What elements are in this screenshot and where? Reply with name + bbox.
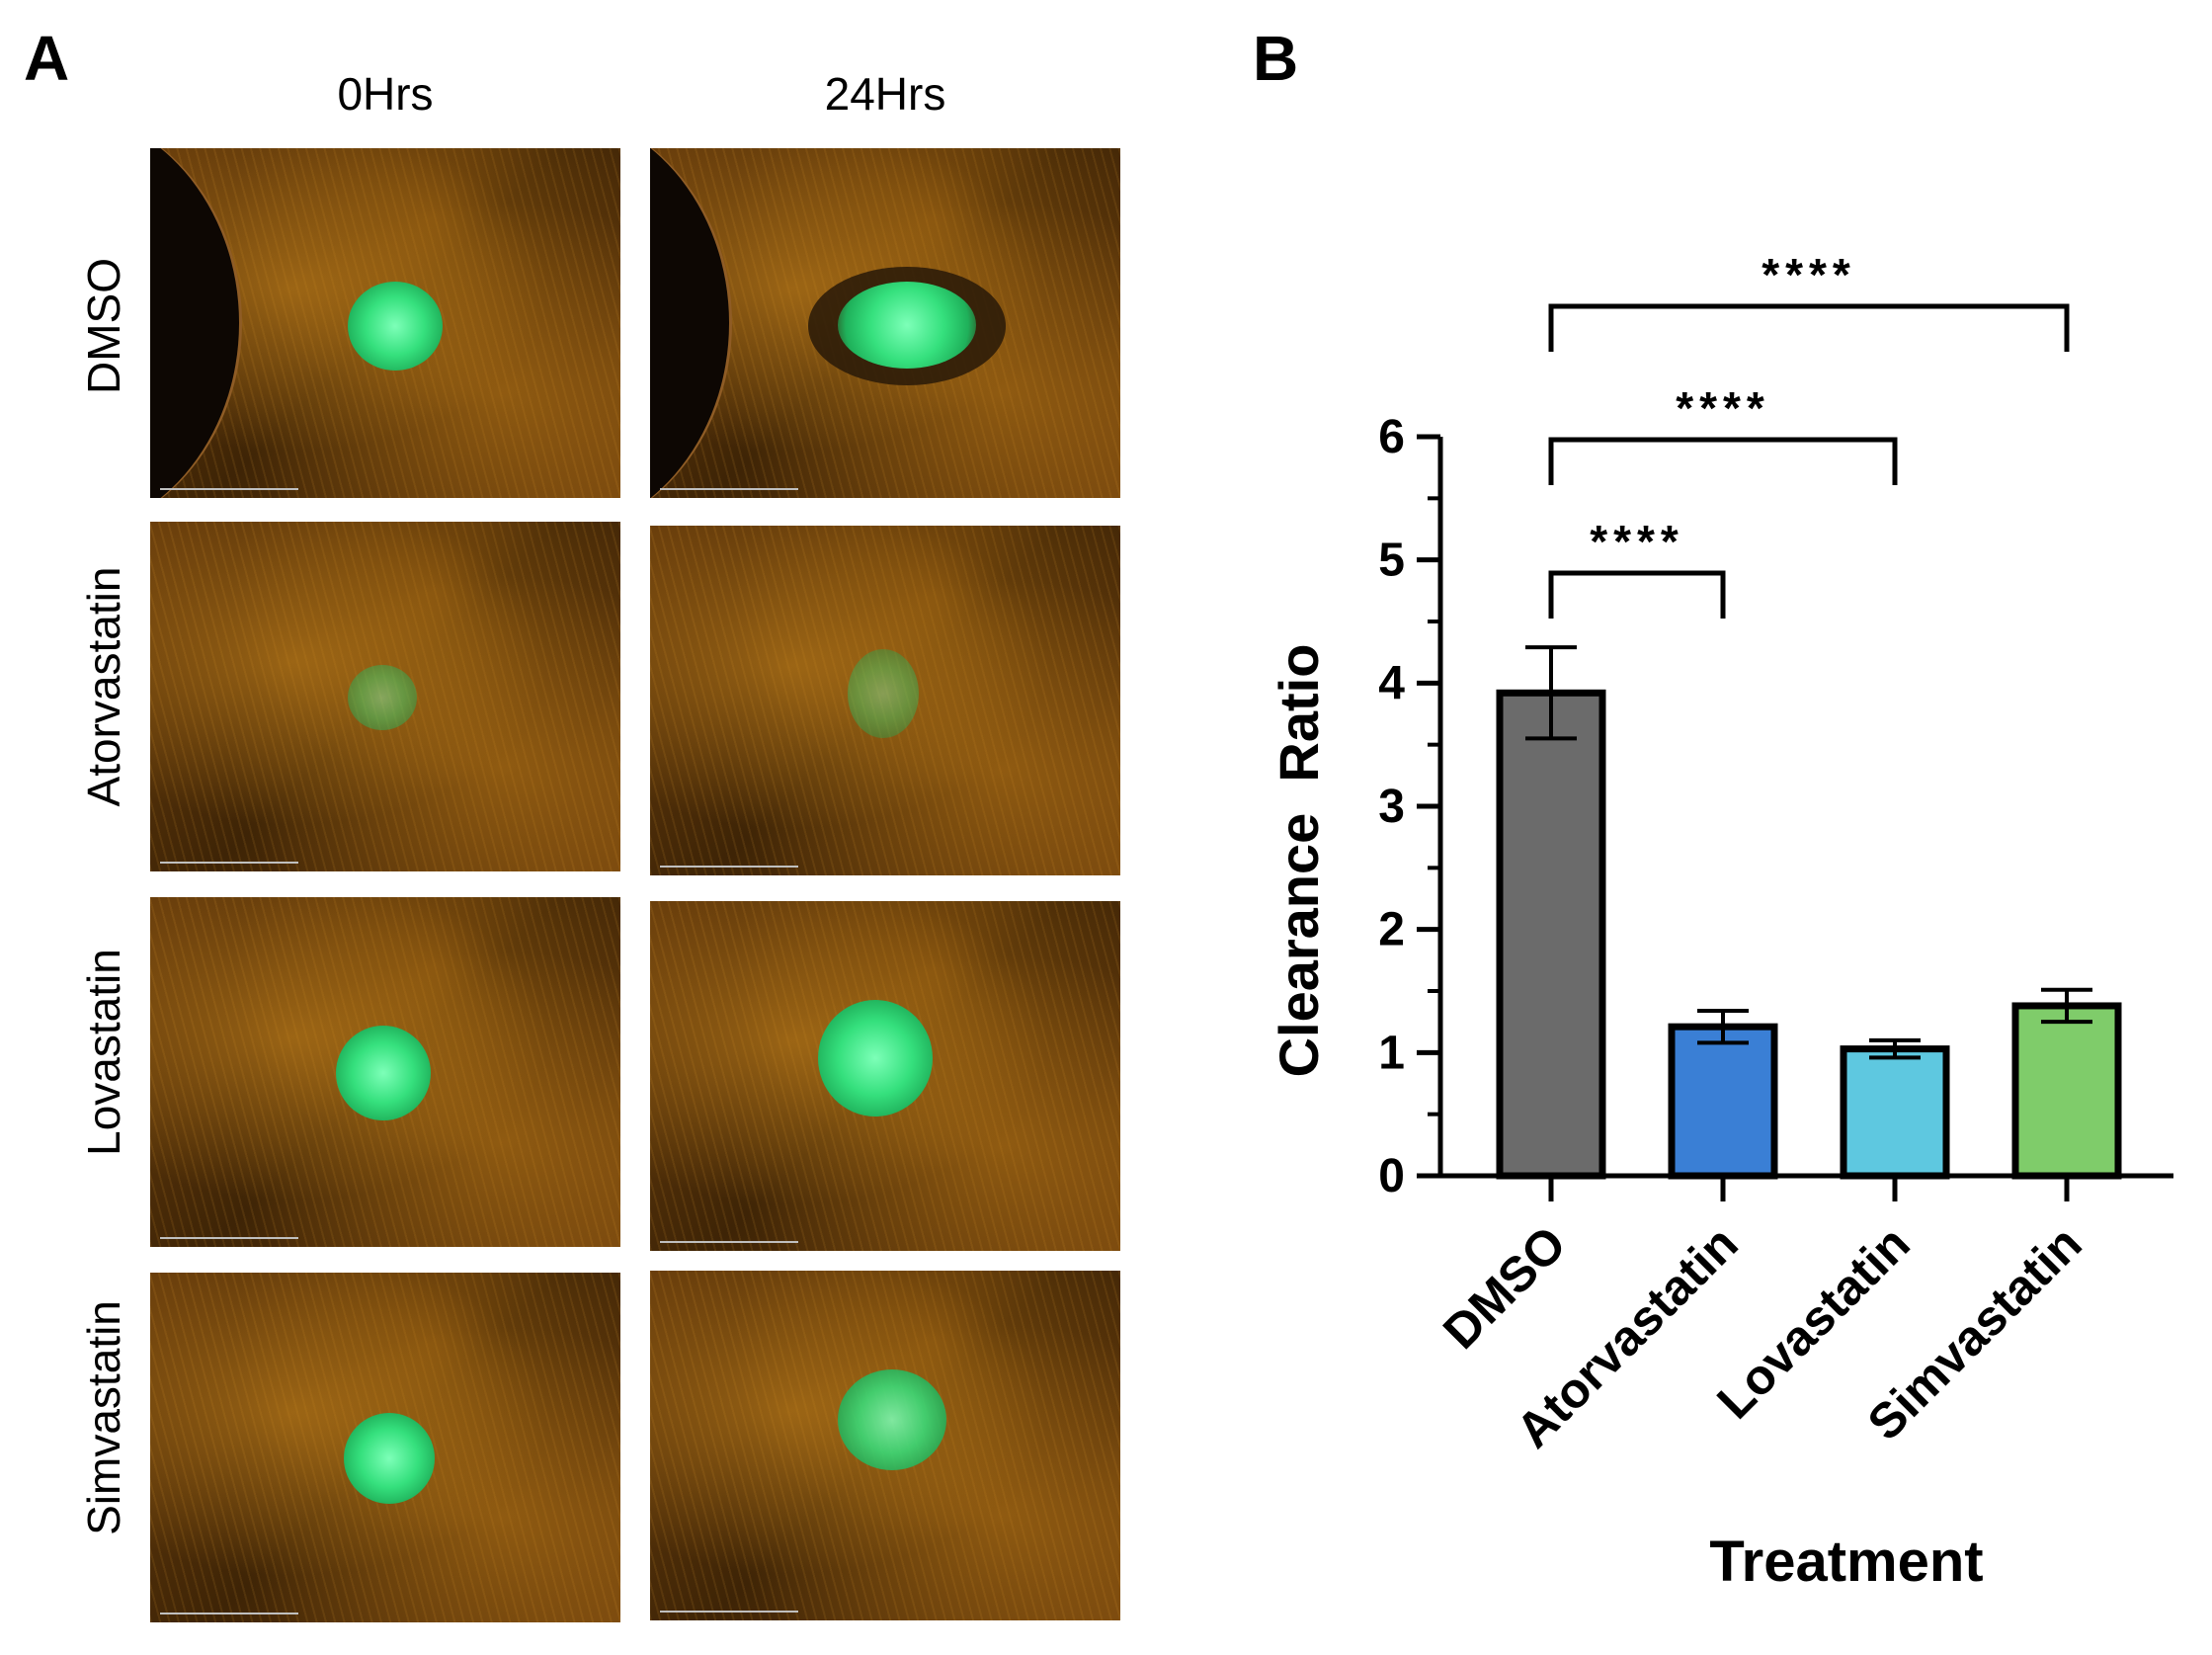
y-tick-label: 3 [1378, 781, 1405, 833]
micrograph-atorvastatin-0hrs [150, 522, 620, 871]
panel-a-letter: A [24, 23, 70, 94]
x-axis-label: Treatment [1709, 1530, 1983, 1594]
column-label-0hrs: 0Hrs [337, 68, 434, 120]
micrograph-dmso-24hrs [650, 148, 1120, 498]
significance-label: **** [1761, 249, 1856, 300]
micrograph-atorvastatin-24hrs [650, 526, 1120, 875]
significance-bracket [1548, 303, 2070, 352]
micrograph-lovastatin-24hrs [650, 901, 1120, 1251]
significance-bracket [1548, 570, 1726, 619]
significance-label: **** [1676, 382, 1770, 434]
column-label-24hrs: 24Hrs [824, 68, 946, 120]
y-axis-label: Clearance Ratio [1268, 644, 1330, 1078]
row-label-dmso: DMSO [78, 258, 129, 394]
y-tick-label: 6 [1378, 411, 1405, 463]
row-label-atorvastatin: Atorvastatin [78, 566, 129, 807]
bar-dmso [1496, 689, 1606, 1180]
bar-lovastatin [1840, 1045, 1950, 1180]
micrograph-dmso-0hrs [150, 148, 620, 498]
panel-b-letter: B [1253, 23, 1299, 94]
y-tick-label: 0 [1378, 1150, 1405, 1202]
row-label-lovastatin: Lovastatin [78, 949, 129, 1156]
bar-atorvastatin [1668, 1023, 1778, 1180]
significance-bracket [1548, 437, 1898, 485]
y-tick-label: 2 [1378, 904, 1405, 956]
significance-label: **** [1590, 516, 1684, 567]
micrograph-simvastatin-0hrs [150, 1273, 620, 1622]
micrograph-simvastatin-24hrs [650, 1271, 1120, 1620]
micrograph-lovastatin-0hrs [150, 897, 620, 1247]
x-tick-label-dmso: DMSO [1433, 1215, 1577, 1360]
row-label-simvastatin: Simvastatin [78, 1300, 129, 1535]
y-tick-label: 4 [1378, 657, 1405, 709]
y-tick-label: 1 [1378, 1027, 1405, 1079]
bar-simvastatin [2011, 1002, 2122, 1180]
y-tick-label: 5 [1378, 535, 1405, 587]
